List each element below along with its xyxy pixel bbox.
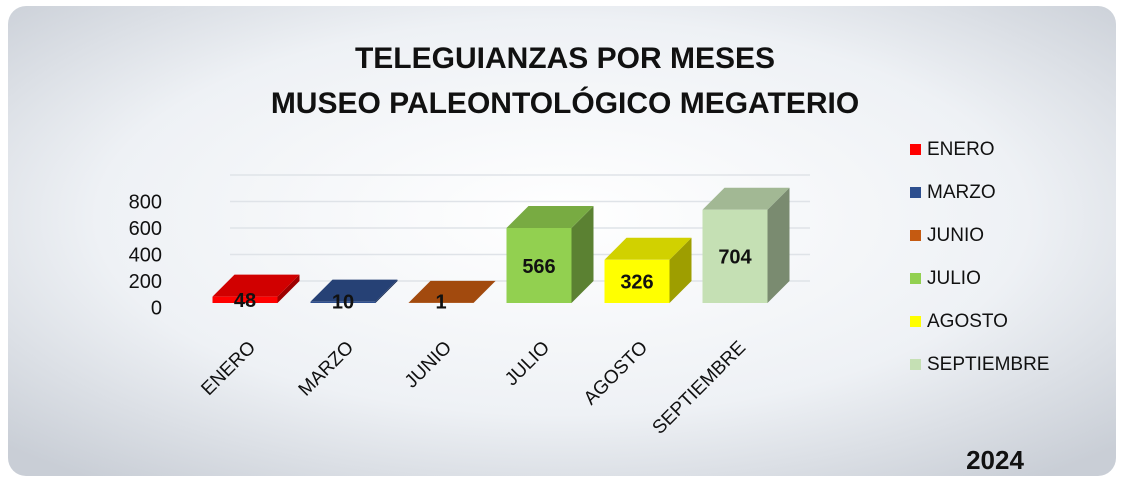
legend-swatch <box>910 273 921 284</box>
bar <box>506 228 572 303</box>
value-label: 10 <box>332 291 354 313</box>
y-tick-label: 0 <box>151 297 162 319</box>
legend-swatch <box>910 144 921 155</box>
legend-swatch <box>910 230 921 241</box>
legend-label: JULIO <box>927 268 981 289</box>
y-tick-label: 200 <box>129 271 162 293</box>
bar-side <box>375 279 398 303</box>
bar <box>310 301 376 303</box>
bar-top <box>604 237 692 260</box>
value-label: 48 <box>234 290 256 312</box>
legend-label: SEPTIEMBRE <box>927 354 1049 375</box>
bar-side <box>473 280 496 303</box>
legend-label: AGOSTO <box>927 311 1008 332</box>
value-label: 1 <box>435 291 446 313</box>
value-label: 704 <box>718 247 752 269</box>
bar-top <box>702 187 790 210</box>
bar-top <box>310 279 398 302</box>
y-tick-label: 600 <box>129 218 162 240</box>
year-annotation: 2024 <box>966 445 1024 475</box>
bar-side <box>669 237 692 303</box>
legend-swatch <box>910 187 921 198</box>
chart-title: TELEGUIANZAS POR MESES <box>355 42 775 75</box>
bar-top <box>408 280 496 303</box>
bar <box>212 296 278 303</box>
value-label: 566 <box>522 256 555 278</box>
bar <box>702 209 768 303</box>
legend-label: ENERO <box>927 139 995 160</box>
bar-top <box>506 206 594 229</box>
bar-top <box>212 274 300 297</box>
chart-subtitle: MUSEO PALEONTOLÓGICO MEGATERIO <box>271 86 859 120</box>
value-label: 326 <box>620 272 653 294</box>
y-tick-label: 800 <box>129 191 162 213</box>
legend-label: MARZO <box>927 182 996 203</box>
bar-side <box>571 206 594 303</box>
bar-side <box>767 187 790 303</box>
bar <box>604 259 670 303</box>
bar-side <box>277 274 300 303</box>
legend-label: JUNIO <box>927 225 984 246</box>
legend-swatch <box>910 316 921 327</box>
y-tick-label: 400 <box>129 244 162 266</box>
legend-swatch <box>910 359 921 370</box>
